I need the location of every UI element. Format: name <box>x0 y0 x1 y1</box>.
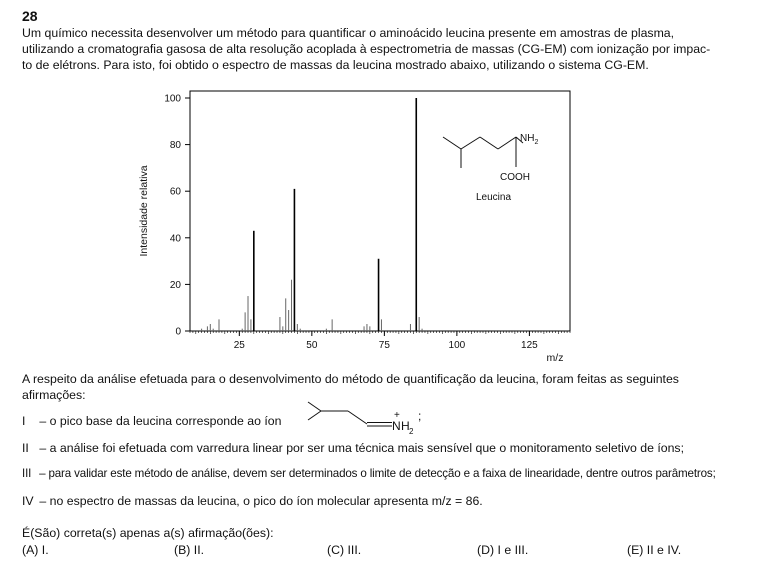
bond <box>515 136 524 144</box>
bond <box>347 410 368 425</box>
bond <box>460 136 481 150</box>
statement-text: – no espectro de massas da leucina, o pi… <box>39 494 483 508</box>
context-line: A respeito da análise efetuada para o de… <box>22 372 679 386</box>
statement-i: I – o pico base da leucina corresponde a… <box>22 414 281 428</box>
mass-spectrum-chart: 0 20 40 60 80 100 25 50 75 100 125 Intensidade re… <box>138 90 571 364</box>
statement-numeral: IV <box>22 494 34 508</box>
y-axis-ticks: 0 20 40 60 80 100 <box>164 93 190 338</box>
question-number: 28 <box>22 8 38 24</box>
statement-numeral: III <box>22 467 32 480</box>
x-axis-minor-ticks <box>189 331 571 334</box>
spectrum-peaks <box>201 97 423 331</box>
ion-subscript: 2 <box>409 427 414 436</box>
statement-ii: II – a análise foi efetuada com varredur… <box>22 441 684 455</box>
intro-line: Um químico necessita desenvolver um méto… <box>22 26 675 40</box>
question-intro: Um químico necessita desenvolver um méto… <box>22 25 744 73</box>
statements-intro: A respeito da análise efetuada para o de… <box>22 372 679 403</box>
y-tick-label: 100 <box>164 93 181 104</box>
context-line: afirmações: <box>22 387 86 402</box>
y-axis-label: Intensidade relativa <box>138 165 150 256</box>
option-c[interactable]: (C) III. <box>327 543 362 557</box>
option-a[interactable]: (A) I. <box>22 543 49 557</box>
ion-charge: + <box>394 410 400 421</box>
bond <box>479 136 499 150</box>
molecule-name-label: Leucina <box>476 192 511 203</box>
ion-hydrogen: H <box>401 419 410 433</box>
ion-semicolon: ; <box>418 409 421 423</box>
statement-numeral: I <box>22 414 26 428</box>
x-axis-ticks: 25 50 75 100 125 <box>234 331 538 351</box>
statement-text: – a análise foi efetuada com varredura l… <box>39 441 684 455</box>
statement-text: – para validar este método de análise, d… <box>39 467 716 480</box>
x-tick-label: 50 <box>306 340 318 351</box>
structure-cooh-label: COOH <box>500 172 530 183</box>
intro-line: utilizando a cromatografia gasosa de alt… <box>22 42 711 56</box>
ion-structure: + N H 2 ; <box>307 401 421 436</box>
y-tick-label: 40 <box>170 233 182 244</box>
x-tick-label: 75 <box>379 340 391 351</box>
option-b[interactable]: (B) II. <box>174 543 205 557</box>
leucine-structure <box>442 136 524 168</box>
structure-nh2-label: NH2 <box>520 133 538 146</box>
statement-iii: III – para validar este método de anális… <box>22 467 716 480</box>
intro-line: to de elétrons. Para isto, foi obtido o … <box>22 58 649 72</box>
y-tick-label: 80 <box>170 140 182 151</box>
y-tick-label: 0 <box>175 327 181 338</box>
x-axis-label: m/z <box>547 352 564 364</box>
y-tick-label: 60 <box>170 187 182 198</box>
question-prompt: É(São) correta(s) apenas a(s) afirmação(… <box>22 526 274 540</box>
x-tick-label: 125 <box>521 340 538 351</box>
bond <box>442 136 462 150</box>
x-tick-label: 100 <box>449 340 466 351</box>
statement-numeral: II <box>22 441 29 455</box>
bond <box>307 410 322 421</box>
x-tick-label: 25 <box>234 340 246 351</box>
option-e[interactable]: (E) II e IV. <box>627 543 682 557</box>
bond <box>307 401 322 412</box>
statement-iv: IV – no espectro de massas da leucina, o… <box>22 494 483 508</box>
option-d[interactable]: (D) I e III. <box>477 543 529 557</box>
ion-nitrogen: N <box>392 419 401 433</box>
y-tick-label: 20 <box>170 280 182 291</box>
bond <box>497 136 517 150</box>
statement-text: – o pico base da leucina corresponde ao … <box>39 414 282 428</box>
plot-frame <box>189 90 571 332</box>
